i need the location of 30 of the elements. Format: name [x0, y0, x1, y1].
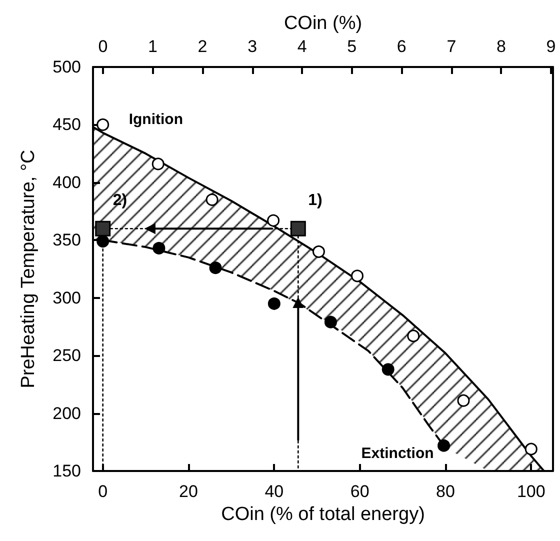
- y-tick-label: 200: [52, 404, 81, 423]
- x2-tick-label: 9: [546, 37, 556, 56]
- x2-axis-title: COin (%): [284, 13, 362, 34]
- x-tick-label: 80: [436, 482, 455, 501]
- x-tick-label: 40: [264, 482, 284, 501]
- annotation: 1): [308, 192, 322, 210]
- y-tick-label: 400: [52, 172, 81, 192]
- x2-tick-label: 2: [198, 37, 208, 56]
- x2-tick-label: 1: [148, 37, 158, 56]
- y-tick-label: 500: [52, 58, 81, 76]
- series-label: Extinction: [361, 445, 434, 462]
- y-tick-label: 150: [52, 462, 81, 480]
- x-tick-label: 20: [179, 482, 198, 501]
- y-tick-label: 450: [52, 115, 81, 134]
- x-tick-label: 100: [516, 482, 546, 501]
- y-tick-label: 300: [52, 288, 81, 308]
- x2-tick-label: 8: [496, 37, 506, 56]
- x-tick-label: 0: [98, 482, 108, 501]
- x-tick-label: 60: [350, 482, 370, 501]
- y-axis-title: PreHeating Temperature, °C: [18, 150, 39, 388]
- x-axis-title: COin (% of total energy): [221, 504, 425, 525]
- legend-label: Ignition: [128, 111, 184, 128]
- y-tick-label: 250: [52, 346, 81, 366]
- x2-tick-label: 3: [248, 37, 258, 56]
- x2-tick-label: 6: [396, 37, 406, 56]
- x2-tick-label: 7: [446, 37, 456, 56]
- x2-tick-label: 5: [347, 37, 357, 56]
- x2-tick-label: 0: [98, 37, 108, 56]
- x2-tick-label: 4: [297, 37, 307, 56]
- y-tick-label: 350: [52, 230, 81, 250]
